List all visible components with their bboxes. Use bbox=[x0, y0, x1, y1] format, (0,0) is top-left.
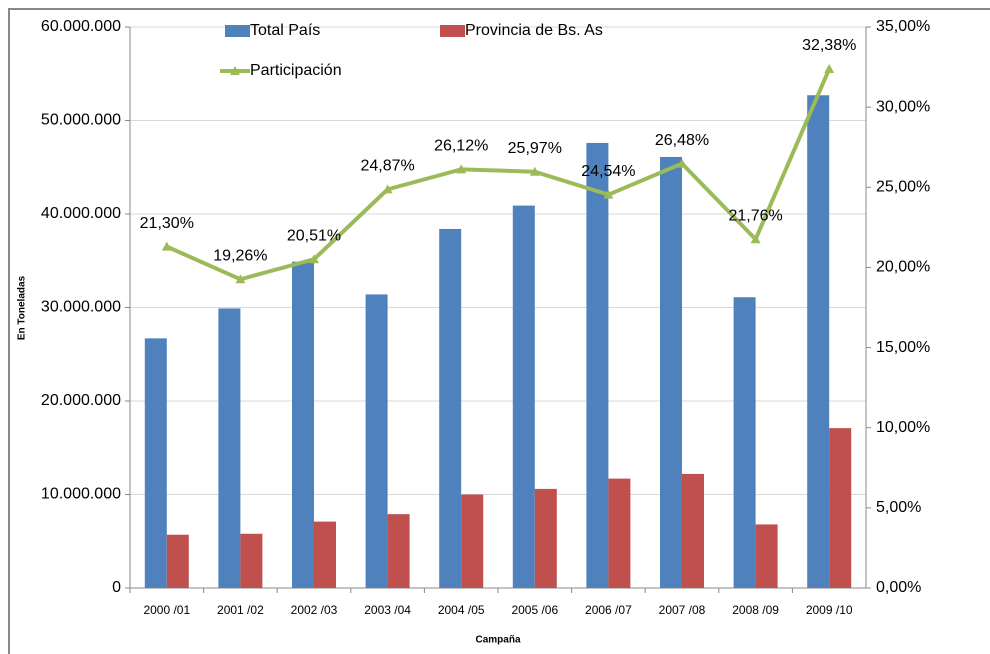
bar bbox=[292, 261, 314, 588]
data-label: 32,38% bbox=[802, 37, 856, 54]
bar bbox=[512, 205, 535, 588]
legend-swatch bbox=[440, 25, 465, 37]
data-label: 21,30% bbox=[140, 215, 194, 232]
x-tick-label: 2009 /10 bbox=[806, 603, 853, 617]
x-tick-label: 2008 /09 bbox=[732, 603, 779, 617]
chart-frame bbox=[8, 8, 990, 654]
x-tick-label: 2003 /04 bbox=[364, 603, 411, 617]
x-tick-label: 2001 /02 bbox=[217, 603, 264, 617]
bar bbox=[314, 521, 336, 588]
line-marker bbox=[603, 189, 614, 199]
bar bbox=[218, 308, 241, 588]
x-tick-label: 2004 /05 bbox=[438, 603, 485, 617]
legend-marker bbox=[230, 66, 240, 75]
y-tick-label: 0 bbox=[112, 579, 121, 596]
line-marker bbox=[309, 254, 319, 264]
legend-label: Provincia de Bs. As bbox=[465, 22, 603, 39]
x-tick-label: 2005 /06 bbox=[511, 603, 558, 617]
data-label: 26,48% bbox=[655, 132, 709, 149]
data-label: 20,51% bbox=[287, 227, 341, 244]
y-tick-label: 40.000.000 bbox=[41, 205, 121, 222]
y2-tick-label: 5,00% bbox=[876, 499, 921, 516]
y-tick-label: 20.000.000 bbox=[41, 392, 121, 409]
bar bbox=[387, 514, 410, 588]
x-tick-label: 2007 /08 bbox=[659, 603, 706, 617]
line bbox=[165, 68, 832, 282]
y-tick-label: 60.000.000 bbox=[41, 18, 121, 35]
y-tick-label: 10.000.000 bbox=[41, 486, 121, 503]
data-label: 24,87% bbox=[360, 158, 414, 175]
data-label: 24,54% bbox=[581, 163, 635, 180]
line-marker bbox=[824, 63, 835, 73]
bar bbox=[166, 534, 189, 588]
bar bbox=[586, 142, 609, 588]
data-label: 25,97% bbox=[508, 140, 562, 157]
bar bbox=[829, 428, 852, 588]
x-tick-label: 2006 /07 bbox=[585, 603, 632, 617]
bar bbox=[755, 524, 778, 588]
bar bbox=[807, 95, 830, 588]
y-tick-label: 30.000.000 bbox=[41, 299, 121, 316]
y-axis-title: En Toneladas bbox=[17, 275, 28, 340]
line-marker bbox=[235, 274, 246, 284]
bar bbox=[608, 478, 631, 588]
data-label: 21,76% bbox=[728, 207, 782, 224]
line-marker bbox=[382, 184, 393, 194]
bar bbox=[365, 294, 388, 588]
legend-label: Participación bbox=[250, 62, 342, 79]
legend-label: Total País bbox=[250, 22, 320, 39]
bar bbox=[534, 488, 557, 588]
data-label: 26,12% bbox=[434, 138, 488, 155]
y2-tick-label: 25,00% bbox=[876, 179, 930, 196]
x-tick-label: 2000 /01 bbox=[143, 603, 190, 617]
y-tick-label: 50.000.000 bbox=[41, 112, 121, 129]
line-marker bbox=[677, 158, 687, 168]
x-axis-title: Campaña bbox=[475, 635, 520, 646]
y2-tick-label: 35,00% bbox=[876, 18, 930, 35]
x-tick-label: 2002 /03 bbox=[291, 603, 338, 617]
line-marker bbox=[529, 166, 540, 176]
bar bbox=[240, 533, 263, 588]
y2-tick-label: 30,00% bbox=[876, 98, 930, 115]
y2-tick-label: 0,00% bbox=[876, 579, 921, 596]
data-label: 19,26% bbox=[213, 248, 267, 265]
line-marker bbox=[750, 234, 761, 244]
bar bbox=[682, 473, 704, 588]
legend-swatch bbox=[225, 25, 250, 37]
line-marker bbox=[161, 241, 172, 251]
bar bbox=[144, 338, 167, 588]
bar bbox=[733, 297, 756, 588]
y2-tick-label: 20,00% bbox=[876, 259, 930, 276]
bar bbox=[439, 228, 462, 588]
y2-tick-label: 10,00% bbox=[876, 419, 930, 436]
bar bbox=[461, 494, 484, 588]
bar bbox=[660, 156, 682, 588]
line-marker bbox=[456, 164, 467, 174]
y2-tick-label: 15,00% bbox=[876, 339, 930, 356]
